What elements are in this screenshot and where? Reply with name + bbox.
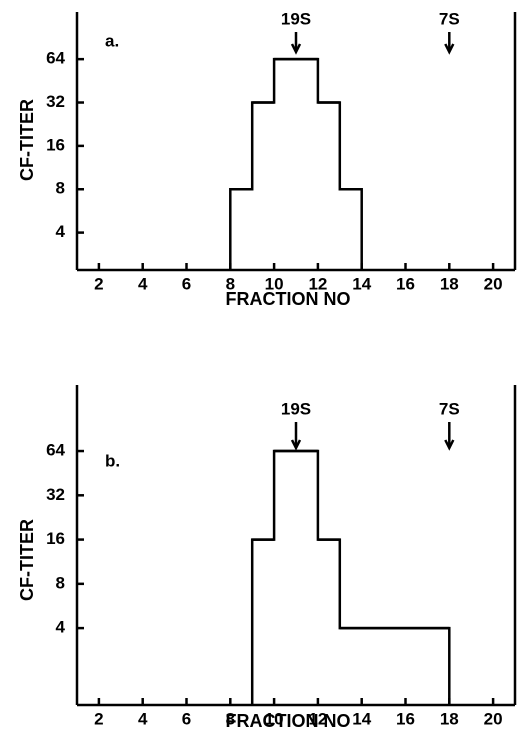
x-tick-label: 12 — [308, 709, 327, 728]
x-tick-label: 14 — [352, 709, 371, 728]
x-tick-label: 20 — [484, 274, 503, 293]
annotation: 19S — [281, 9, 311, 28]
annotation: 19S — [281, 399, 311, 418]
x-tick-label: 6 — [182, 709, 191, 728]
x-axis-label: FRACTION NO — [226, 711, 351, 731]
x-tick-label: 18 — [440, 274, 459, 293]
annotation: 7S — [439, 399, 460, 418]
x-tick-label: 6 — [182, 274, 191, 293]
y-tick-label: 16 — [46, 135, 65, 154]
y-axis-label: CF-TITER — [17, 519, 37, 601]
x-tick-label: 4 — [138, 709, 148, 728]
x-tick-label: 14 — [352, 274, 371, 293]
y-tick-label: 64 — [46, 441, 65, 460]
arrow-head — [290, 43, 302, 55]
y-tick-label: 32 — [46, 92, 65, 111]
y-tick-label: 16 — [46, 529, 65, 548]
x-tick-label: 2 — [94, 709, 103, 728]
x-tick-label: 8 — [226, 274, 235, 293]
x-tick-label: 10 — [265, 274, 284, 293]
x-tick-label: 20 — [484, 709, 503, 728]
x-tick-label: 4 — [138, 274, 148, 293]
y-tick-label: 8 — [56, 573, 65, 592]
y-tick-label: 32 — [46, 485, 65, 504]
y-tick-label: 4 — [56, 222, 66, 241]
x-tick-label: 12 — [308, 274, 327, 293]
y-axis-label: CF-TITER — [17, 99, 37, 181]
x-tick-label: 18 — [440, 709, 459, 728]
y-tick-label: 64 — [46, 49, 65, 68]
y-tick-label: 8 — [56, 179, 65, 198]
x-tick-label: 10 — [265, 709, 284, 728]
annotation: 7S — [439, 9, 460, 28]
arrow-head — [290, 439, 302, 451]
panel-label: a. — [105, 31, 119, 50]
y-tick-label: 4 — [56, 618, 66, 637]
panel-label: b. — [105, 451, 120, 470]
x-tick-label: 2 — [94, 274, 103, 293]
x-tick-label: 8 — [226, 709, 235, 728]
arrow-head — [444, 43, 455, 55]
histogram-outline — [250, 449, 451, 705]
arrow-head — [444, 439, 455, 451]
x-tick-label: 16 — [396, 709, 415, 728]
x-axis-label: FRACTION NO — [226, 289, 351, 309]
histogram-outline — [229, 57, 363, 270]
x-tick-label: 16 — [396, 274, 415, 293]
